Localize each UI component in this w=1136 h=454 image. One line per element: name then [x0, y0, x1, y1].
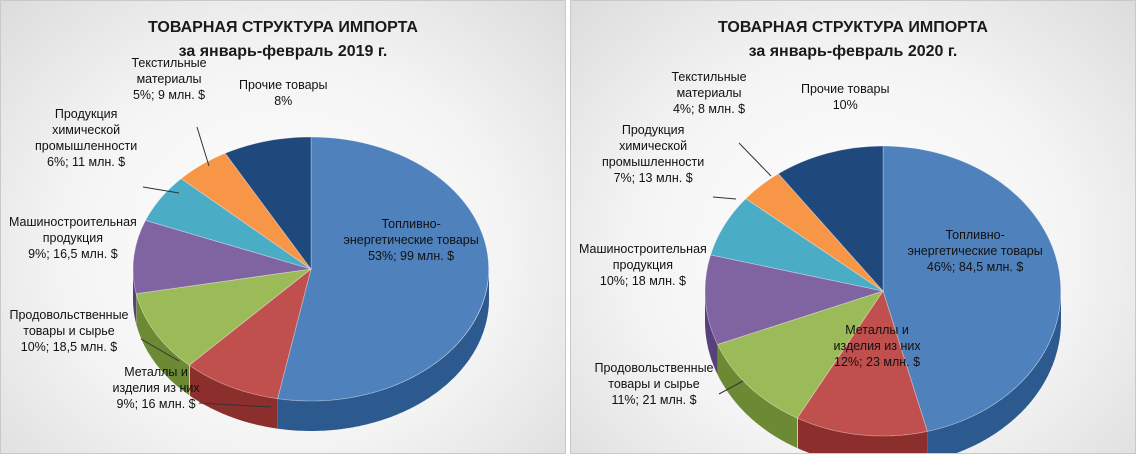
leader-line-textile	[196, 126, 210, 167]
data-label-line: Топливно-	[945, 228, 1005, 242]
data-label-line: 10%; 18 млн. $	[599, 274, 686, 288]
data-label-line: Металлы и	[124, 365, 188, 379]
data-label-line: Продукция	[54, 107, 118, 121]
pie-side-fuel	[277, 270, 489, 431]
pie-depth	[133, 270, 489, 431]
data-label-line: химической	[619, 139, 688, 153]
pie-slice-machinery	[132, 219, 312, 295]
data-label-line: промышленности	[602, 155, 705, 169]
data-label-line: материалы	[136, 72, 202, 86]
chart-title: ТОВАРНАЯ СТРУКТУРА ИМПОРТА	[148, 19, 418, 36]
data-label-line: 9%; 16,5 млн. $	[28, 247, 118, 261]
pie-side-metals	[797, 418, 928, 453]
pie-depth	[705, 292, 1061, 453]
data-label-fuel: Топливно-энергетические товары 53%; 99 мл…	[344, 216, 479, 264]
data-label-line: Прочие товары	[801, 82, 890, 96]
data-label-line: 5%; 9 млн. $	[132, 88, 206, 102]
pie-side-machinery	[133, 270, 137, 324]
data-label-line: 9%; 16 млн. $	[116, 397, 196, 411]
data-label-line: 7%; 13 млн. $	[613, 171, 693, 185]
data-label-line: энергетические товары	[907, 244, 1043, 258]
data-label-line: 46%; 84,5 млн. $	[926, 260, 1024, 274]
data-label-line: материалы	[676, 86, 742, 100]
pie-slice-other	[224, 136, 312, 271]
data-label-other: Прочие товары 10%	[801, 81, 889, 113]
data-label-line: Текстильные	[131, 56, 207, 70]
data-label-line: 11%; 21 млн. $	[611, 393, 697, 407]
data-label-machinery: Машиностроительная продукция 10%; 18 млн. …	[579, 241, 707, 289]
data-label-line: 6%; 11 млн. $	[47, 155, 126, 169]
data-label-line: 10%; 18,5 млн. $	[20, 340, 118, 354]
data-label-line: 12%; 23 млн. $	[834, 355, 921, 369]
pie-slice-food	[135, 268, 313, 366]
data-label-line: Прочие товары	[239, 78, 328, 92]
chart-subtitle: за январь-февраль 2020 г.	[748, 43, 958, 60]
chart-subtitle: за январь-февраль 2019 г.	[178, 43, 388, 60]
pie-slice-metals	[796, 290, 928, 437]
pie-side-machinery	[705, 292, 718, 375]
pie-side-food	[717, 344, 798, 449]
data-label-line: 8%	[274, 94, 293, 108]
data-label-food: Продовольственные товары и сырье 11%; 21 м…	[595, 360, 714, 408]
data-label-line: промышленности	[35, 139, 138, 153]
data-label-metals: Металлы и изделия из них 9%; 16 млн. $	[113, 364, 200, 412]
pie-slice-textile	[745, 173, 884, 292]
data-label-line: товары и сырье	[608, 377, 700, 391]
leader-line-food	[140, 338, 180, 362]
pie-slice-other	[777, 145, 884, 293]
data-label-line: 53%; 99 млн. $	[368, 249, 455, 263]
chart-title: ТОВАРНАЯ СТРУКТУРА ИМПОРТА	[718, 19, 988, 36]
data-label-other: Прочие товары 8%	[239, 77, 327, 109]
data-label-line: изделия из них	[112, 381, 200, 395]
data-label-line: Металлы и	[845, 323, 909, 337]
data-label-fuel: Топливно-энергетические товары 46%; 84,5 …	[908, 227, 1043, 275]
pie-chart-2020	[704, 142, 1062, 453]
data-label-line: Машиностроительная	[579, 242, 707, 256]
data-label-line: 4%; 8 млн. $	[672, 102, 746, 116]
data-label-line: Текстильные	[671, 70, 747, 84]
data-label-line: энергетические товары	[343, 233, 479, 247]
data-label-chemical: Продукция химической промышленности 6%; 11 …	[35, 106, 137, 170]
chart-panel-2020: ТОВАРНАЯ СТРУКТУРА ИМПОРТА за январь-фев…	[570, 0, 1136, 454]
data-label-line: Топливно-	[381, 217, 441, 231]
pie-slice-fuel	[277, 136, 490, 402]
pie-slice-chemical	[710, 198, 884, 292]
data-label-line: Продовольственные	[594, 361, 714, 375]
pie-slice-textile	[180, 152, 312, 270]
pie-side-metals	[189, 365, 278, 429]
data-label-line: Машиностроительная	[9, 215, 137, 229]
leader-line-chemical	[712, 196, 737, 200]
data-label-line: Продовольственные	[9, 308, 129, 322]
pie-slice-food	[716, 290, 884, 419]
data-label-textile: Текстильные материалы 4%; 8 млн. $	[672, 69, 747, 117]
pie-side-fuel	[927, 292, 1061, 453]
pie-slice-fuel	[882, 145, 1062, 432]
leader-line-food	[718, 380, 744, 395]
chart-panel-2019: ТОВАРНАЯ СТРУКТУРА ИМПОРТА за январь-фев…	[0, 0, 566, 454]
pie-chart-2019	[132, 126, 490, 431]
leader-line-metals	[198, 402, 272, 408]
pie-slice-machinery	[704, 254, 885, 345]
data-label-line: Продукция	[621, 123, 685, 137]
data-label-line: химической	[52, 123, 121, 137]
pie-slice-chemical	[144, 178, 312, 270]
pie-slice-metals	[188, 267, 312, 400]
data-label-line: продукция	[42, 231, 104, 245]
data-label-machinery: Машиностроительная продукция 9%; 16,5 млн.…	[9, 214, 137, 262]
data-label-line: товары и сырье	[23, 324, 115, 338]
data-label-food: Продовольственные товары и сырье 10%; 18,5…	[10, 307, 129, 355]
data-label-chemical: Продукция химической промышленности 7%; 13 …	[602, 122, 704, 186]
leader-line-chemical	[142, 186, 180, 194]
data-label-line: изделия из них	[833, 339, 921, 353]
leader-line-textile	[738, 142, 772, 177]
pie-side-food	[136, 294, 190, 396]
data-label-textile: Текстильные материалы 5%; 9 млн. $	[132, 55, 207, 103]
data-label-line: продукция	[612, 258, 674, 272]
data-label-metals: Металлы и изделия из них 12%; 23 млн. $	[834, 322, 921, 370]
data-label-line: 10%	[832, 98, 858, 112]
